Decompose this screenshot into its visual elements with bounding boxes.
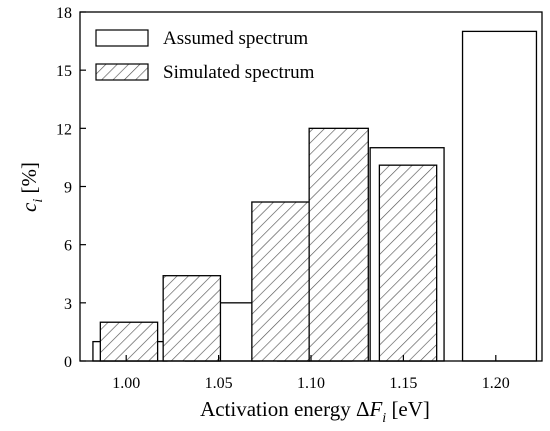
y-tick-label-5: 12	[56, 121, 72, 138]
y-tick-label-1: 0	[64, 354, 72, 371]
bar-simulated-spectrum-4	[308, 127, 369, 362]
y-tick-label-7: 18	[56, 5, 72, 22]
x-tick-label-4: 1.15	[389, 375, 417, 392]
y-tick-label-3: 6	[64, 238, 72, 255]
bar-assumed-spectrum-5	[461, 30, 538, 362]
legend-swatch-simulated-spectrum	[95, 63, 149, 81]
y-tick-label-2: 3	[64, 296, 72, 313]
legend-swatch-assumed-spectrum	[95, 29, 149, 47]
x-tick-label-3: 1.10	[297, 375, 325, 392]
x-tick-label-1: 1.00	[112, 375, 140, 392]
y-axis-label: ci [%]	[17, 162, 46, 212]
x-tick-label-2: 1.05	[205, 375, 233, 392]
y-tick-label-4: 9	[64, 180, 72, 197]
legend-label-assumed-spectrum: Assumed spectrum	[163, 28, 308, 49]
x-axis-label-unit: [eV]	[391, 397, 429, 421]
legend: Assumed spectrum Simulated spectrum	[95, 28, 315, 83]
bar-simulated-spectrum-5	[378, 164, 438, 362]
bar-simulated-spectrum-3	[251, 201, 310, 362]
x-axis-label-var: F	[368, 397, 382, 421]
bar-simulated-spectrum-1	[99, 321, 159, 362]
y-tick-label-6: 15	[56, 63, 72, 80]
bars-layer	[92, 30, 538, 362]
legend-label-simulated-spectrum: Simulated spectrum	[163, 62, 315, 83]
x-axis-label-sub: i	[382, 411, 386, 426]
x-axis-label: Activation energy ΔFi [eV]	[200, 397, 430, 426]
ticks-layer: 1.00 1.05 1.10 1.15 1.20 0 3 6 9 12 15 18	[56, 5, 510, 392]
bar-simulated-spectrum-2	[162, 275, 222, 362]
y-axis-label-var: c	[17, 202, 41, 212]
x-tick-label-5: 1.20	[482, 375, 510, 392]
x-axis-label-prefix: Activation energy Δ	[200, 397, 369, 421]
y-axis-label-sub: i	[31, 199, 46, 203]
y-axis-label-unit: [%]	[17, 162, 41, 193]
